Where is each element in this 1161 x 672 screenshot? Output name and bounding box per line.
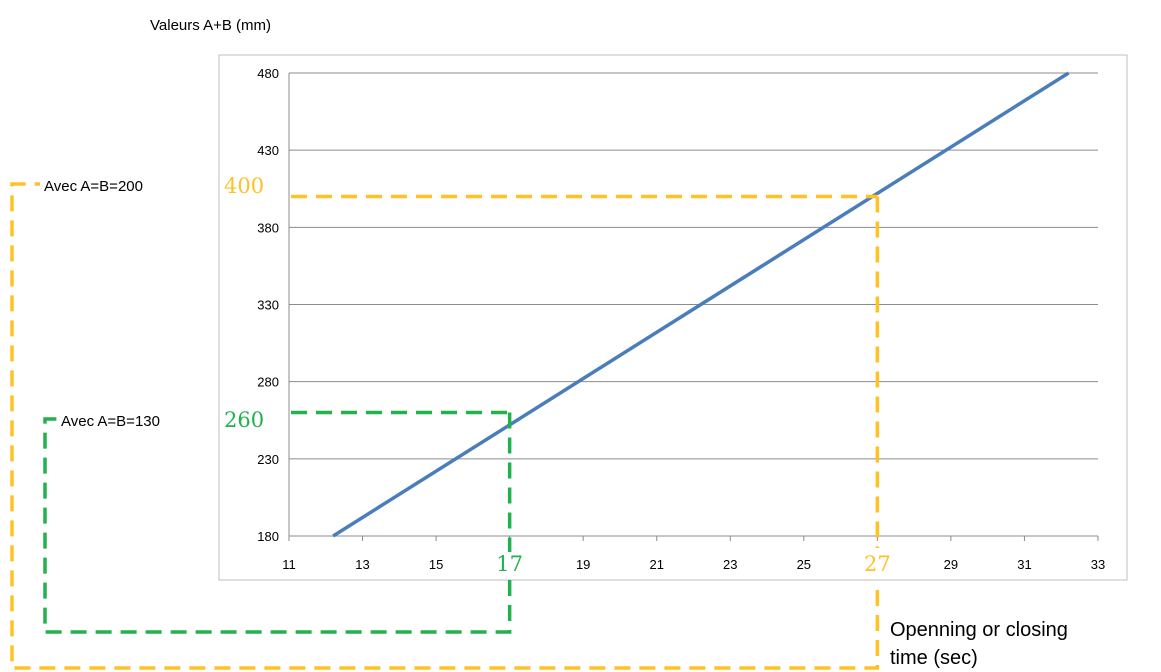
x-tick-label-13: 13: [355, 557, 369, 572]
x-axis-title-line-2: time (sec): [890, 647, 978, 669]
x-tick-label-23: 23: [723, 557, 737, 572]
x-tick-label-33: 33: [1091, 557, 1105, 572]
y-tick-label-480: 480: [257, 66, 279, 81]
x-tick-labels: 11 13 15 19 21 23 25 29 31 33: [282, 557, 1105, 572]
y-tick-label-430: 430: [257, 143, 279, 158]
annotation-label-17: Avec A=B=130: [61, 413, 160, 430]
x-tick-label-29: 29: [944, 557, 958, 572]
axes: [288, 73, 1099, 541]
annotation-loop-27: [10, 182, 880, 670]
y-tick-labels: 180 230 280 330 380 430 480: [257, 66, 279, 544]
annotation-x-value-27: 27: [864, 552, 891, 576]
y-axis-title: Valeurs A+B (mm): [150, 17, 271, 34]
x-tick-label-11: 11: [282, 557, 296, 572]
series-group: [332, 71, 1070, 538]
annotation-y-value-400: 400: [224, 174, 264, 198]
y-tick-label-280: 280: [257, 375, 279, 390]
annotation-label-27: Avec A=B=200: [44, 178, 143, 195]
annotation-y-value-260: 260: [224, 408, 264, 432]
annotation-loop-17: [43, 417, 512, 634]
y-tick-label-380: 380: [257, 220, 279, 235]
grid-lines: [289, 72, 1098, 460]
y-tick-label-230: 230: [257, 452, 279, 467]
x-tick-label-31: 31: [1017, 557, 1031, 572]
x-tick-label-19: 19: [576, 557, 590, 572]
x-tick-label-25: 25: [797, 557, 811, 572]
x-tick-label-21: 21: [649, 557, 663, 572]
series-line-0: [332, 71, 1070, 538]
annotations-group: 260 17 Avec A=B=130 400 27 Avec A=B=200: [10, 174, 891, 670]
x-axis-title-line-1: Openning or closing: [890, 619, 1068, 641]
y-tick-label-180: 180: [257, 529, 279, 544]
x-tick-label-15: 15: [429, 557, 443, 572]
annotation-x-value-17: 17: [496, 552, 523, 576]
plot-area: [218, 54, 1128, 581]
y-tick-label-330: 330: [257, 298, 279, 313]
